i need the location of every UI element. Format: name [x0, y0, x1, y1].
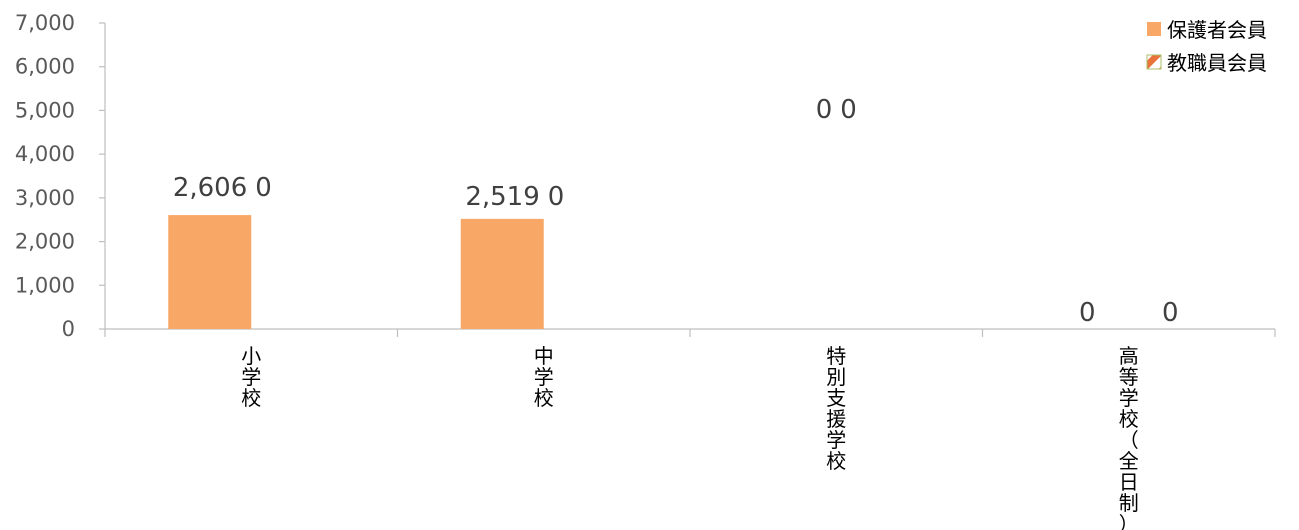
x-tick-label: 特 — [826, 344, 846, 368]
x-tick-label: 援 — [826, 407, 846, 431]
data-label: 0 — [1162, 298, 1179, 328]
data-label: 0 — [1079, 298, 1096, 328]
bar-hogosha — [460, 218, 544, 329]
y-tick-label: 5,000 — [15, 98, 75, 122]
x-tick-label: 校 — [534, 386, 554, 410]
x-tick-label: 別 — [826, 365, 846, 389]
bars — [168, 215, 544, 329]
x-tick-label: 校 — [826, 449, 846, 473]
x-tick-label: 全 — [1119, 449, 1139, 473]
x-tick-label: （ — [1119, 428, 1139, 452]
x-tick-label: 学 — [1119, 386, 1139, 410]
x-tick-label: 小 — [241, 344, 261, 368]
x-tick-label: 制 — [1119, 491, 1139, 515]
y-tick-label: 0 — [62, 317, 75, 341]
x-tick-label: 学 — [241, 365, 261, 389]
legend-swatch-hogosha — [1147, 22, 1161, 36]
data-label: 0 — [840, 95, 857, 125]
y-tick-label: 1,000 — [15, 273, 75, 297]
x-tick-label: ） — [1119, 512, 1139, 530]
legend-swatch-kyoshokuin — [1146, 54, 1162, 70]
y-tick-label: 4,000 — [15, 142, 75, 166]
x-tick-label: 支 — [826, 386, 846, 410]
x-tick-label: 学 — [826, 428, 846, 452]
legend-label: 教職員会員 — [1167, 51, 1267, 75]
y-tick-label: 3,000 — [15, 186, 75, 210]
x-tick-label: 校 — [1119, 407, 1139, 431]
x-tick-label: 校 — [241, 386, 261, 410]
data-label: 0 — [255, 173, 272, 203]
data-labels: 2,606 0 2,519 00 00 0 — [173, 95, 1179, 328]
x-tick-label: 中 — [534, 344, 554, 368]
data-label: 2,606 — [173, 173, 247, 203]
x-tick-label: 日 — [1119, 470, 1139, 494]
x-tick-label: 等 — [1119, 365, 1139, 389]
data-label: 0 — [548, 182, 565, 212]
x-tick-label: 高 — [1119, 344, 1139, 368]
bar-hogosha — [168, 215, 252, 329]
x-tick-label: 学 — [534, 365, 554, 389]
y-tick-label: 6,000 — [15, 55, 75, 79]
legend-label: 保護者会員 — [1167, 18, 1267, 42]
y-tick-label: 7,000 — [15, 11, 75, 35]
axes: 01,0002,0003,0004,0005,0006,0007,000小学校中… — [15, 11, 1276, 530]
data-label: 0 — [816, 95, 833, 125]
data-label: 2,519 — [465, 182, 539, 212]
y-tick-label: 2,000 — [15, 230, 75, 254]
